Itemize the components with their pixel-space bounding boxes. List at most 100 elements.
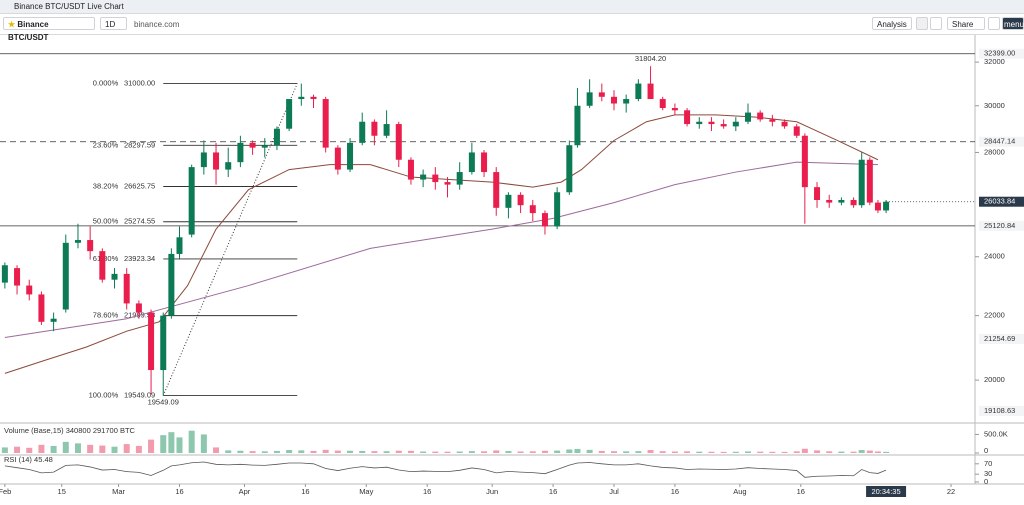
candle-body bbox=[123, 273, 130, 304]
volume-bar bbox=[407, 450, 414, 453]
annotation: 19549.09 bbox=[148, 398, 179, 407]
candle-body bbox=[757, 112, 764, 120]
annotation: 31804.20 bbox=[635, 54, 666, 63]
volume-bar bbox=[745, 451, 752, 453]
fib-ratio: 100.00% bbox=[89, 391, 119, 400]
candle-body bbox=[610, 96, 617, 104]
volume-tick-label: 500.0K bbox=[984, 429, 1008, 438]
volume-bar bbox=[168, 432, 175, 453]
volume-bar bbox=[148, 439, 155, 453]
volume-bar bbox=[383, 451, 390, 453]
x-tick-label: 16 bbox=[301, 487, 309, 496]
candle-body bbox=[858, 159, 865, 206]
volume-bar bbox=[635, 451, 642, 453]
rsi-legend: RSI (14) 45.48 bbox=[4, 455, 53, 464]
candle-body bbox=[383, 124, 390, 136]
interval[interactable]: 1D bbox=[100, 17, 127, 30]
x-tick-label: May bbox=[359, 487, 373, 496]
volume-bar bbox=[493, 450, 500, 453]
x-tick-label: Mar bbox=[112, 487, 125, 496]
candle-body bbox=[635, 83, 642, 100]
fib-ratio: 23.60% bbox=[93, 140, 119, 149]
volume-bar bbox=[866, 450, 873, 453]
candle-body bbox=[432, 174, 439, 183]
volume-bar bbox=[432, 451, 439, 453]
candle-body bbox=[838, 199, 845, 203]
volume-bar bbox=[456, 451, 463, 453]
volume-bar bbox=[38, 444, 45, 453]
candle-body bbox=[574, 105, 581, 146]
candle-body bbox=[38, 294, 45, 322]
share[interactable]: Share bbox=[947, 17, 985, 30]
volume-legend-ma: 291700 bbox=[93, 426, 118, 435]
volume-bar bbox=[444, 451, 451, 453]
tab: Binance BTC/USDT Live Chart bbox=[0, 0, 1024, 14]
candle-body bbox=[732, 121, 739, 127]
volume-bar bbox=[176, 437, 183, 453]
candle-body bbox=[468, 152, 475, 173]
volume-bar bbox=[310, 450, 317, 453]
volume-bar bbox=[586, 449, 593, 453]
symbol[interactable]: ★ Binance BTC/USDT bbox=[3, 17, 95, 42]
volume-bar bbox=[298, 450, 305, 453]
x-tick-label: Aug bbox=[733, 487, 746, 496]
candle-body bbox=[623, 99, 630, 104]
chart: 32000 30000 28000 24000 22000 20000 32399.00 28… bbox=[0, 35, 1024, 505]
candle-body bbox=[200, 152, 207, 168]
x-tick-label: 16 bbox=[797, 487, 805, 496]
x-tick-label: Jul bbox=[609, 487, 619, 496]
volume-bar bbox=[87, 444, 94, 453]
volume-bar bbox=[249, 451, 256, 453]
candle-body bbox=[529, 205, 536, 214]
volume-bar bbox=[395, 450, 402, 453]
candle-body bbox=[99, 251, 106, 280]
fib-price: 25274.55 bbox=[124, 217, 155, 226]
price-label: 32399.00 bbox=[984, 49, 1015, 58]
fib-ratio: 38.20% bbox=[93, 181, 119, 190]
price-label: 28447.14 bbox=[984, 137, 1015, 146]
candle-body bbox=[647, 83, 654, 100]
symbol-text: Binance BTC/USDT bbox=[8, 20, 49, 42]
price-label-box bbox=[979, 48, 1024, 59]
candle-body bbox=[407, 159, 414, 180]
volume-bar bbox=[814, 450, 821, 453]
price-label-box bbox=[979, 196, 1024, 207]
pause[interactable] bbox=[916, 17, 928, 30]
candle-body bbox=[310, 96, 317, 100]
candle-body bbox=[395, 124, 402, 160]
candle-body bbox=[135, 303, 142, 313]
draw[interactable] bbox=[930, 17, 942, 30]
candle-body bbox=[261, 145, 268, 148]
price-label: 26033.84 bbox=[984, 197, 1015, 206]
volume-bar bbox=[874, 451, 881, 453]
volume-bar bbox=[838, 451, 845, 453]
volume-bar bbox=[237, 450, 244, 453]
candle-body bbox=[481, 152, 488, 173]
candle-body bbox=[148, 312, 155, 371]
candle-body bbox=[444, 182, 451, 185]
candle-body bbox=[347, 142, 354, 170]
fullscreen[interactable] bbox=[988, 17, 1000, 30]
candle-body bbox=[826, 199, 833, 203]
price-label-box bbox=[979, 136, 1024, 147]
y-tick-label: 20000 bbox=[984, 375, 1005, 384]
candle-body bbox=[814, 187, 821, 200]
price-label-box bbox=[979, 220, 1024, 231]
volume-bar bbox=[468, 451, 475, 453]
volume-bar bbox=[26, 447, 33, 453]
volume-bar bbox=[135, 445, 142, 453]
source[interactable]: binance.com bbox=[134, 20, 180, 29]
volume-bar bbox=[481, 451, 488, 453]
volume-bar bbox=[213, 447, 220, 453]
candle-body bbox=[176, 237, 183, 254]
volume-bar bbox=[574, 448, 581, 453]
volume-legend-last: 340800 bbox=[66, 426, 91, 435]
volume-bar bbox=[273, 450, 280, 453]
analysis[interactable]: Analysis bbox=[872, 17, 912, 30]
x-tick-label: 15 bbox=[58, 487, 66, 496]
rsi-tick-label: 30 bbox=[984, 469, 992, 478]
rsi-tick-label: 0 bbox=[984, 477, 988, 486]
menu[interactable]: menu bbox=[1002, 17, 1024, 30]
volume-bar bbox=[781, 451, 788, 453]
